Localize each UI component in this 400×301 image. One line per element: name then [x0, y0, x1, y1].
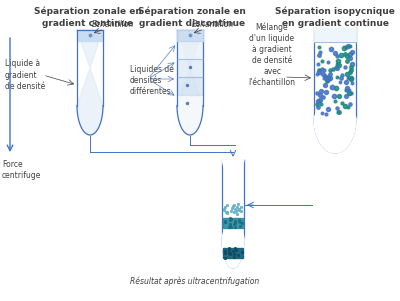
- Text: Force
centrifuge: Force centrifuge: [2, 160, 41, 180]
- Text: Mélange
d'un liquide
à gradient
de densité
avec
l'échantillon: Mélange d'un liquide à gradient de densi…: [248, 22, 296, 87]
- Polygon shape: [77, 30, 103, 135]
- Text: Résultat après ultracentrifugation: Résultat après ultracentrifugation: [130, 276, 260, 286]
- Polygon shape: [222, 160, 244, 268]
- Text: Liquides de
densités
différentes: Liquides de densités différentes: [130, 65, 174, 96]
- Text: Séparation isopycnique
en gradient continue: Séparation isopycnique en gradient conti…: [275, 7, 395, 28]
- Polygon shape: [177, 30, 203, 135]
- Polygon shape: [314, 28, 356, 42]
- Polygon shape: [77, 30, 103, 41]
- Polygon shape: [223, 248, 243, 258]
- Text: Echantillon: Echantillon: [92, 20, 134, 29]
- Polygon shape: [314, 28, 356, 153]
- Polygon shape: [177, 41, 203, 59]
- Polygon shape: [177, 77, 203, 95]
- Polygon shape: [177, 30, 203, 41]
- Text: Echantillon: Echantillon: [192, 20, 234, 29]
- Polygon shape: [177, 59, 203, 77]
- Text: Séparation zonale en
gradient continue: Séparation zonale en gradient continue: [34, 7, 142, 28]
- Text: Liquide à
gradient
de densité: Liquide à gradient de densité: [5, 59, 45, 91]
- Polygon shape: [223, 218, 243, 228]
- Text: Séparation zonale en
gradient discontinue: Séparation zonale en gradient discontinu…: [138, 7, 246, 28]
